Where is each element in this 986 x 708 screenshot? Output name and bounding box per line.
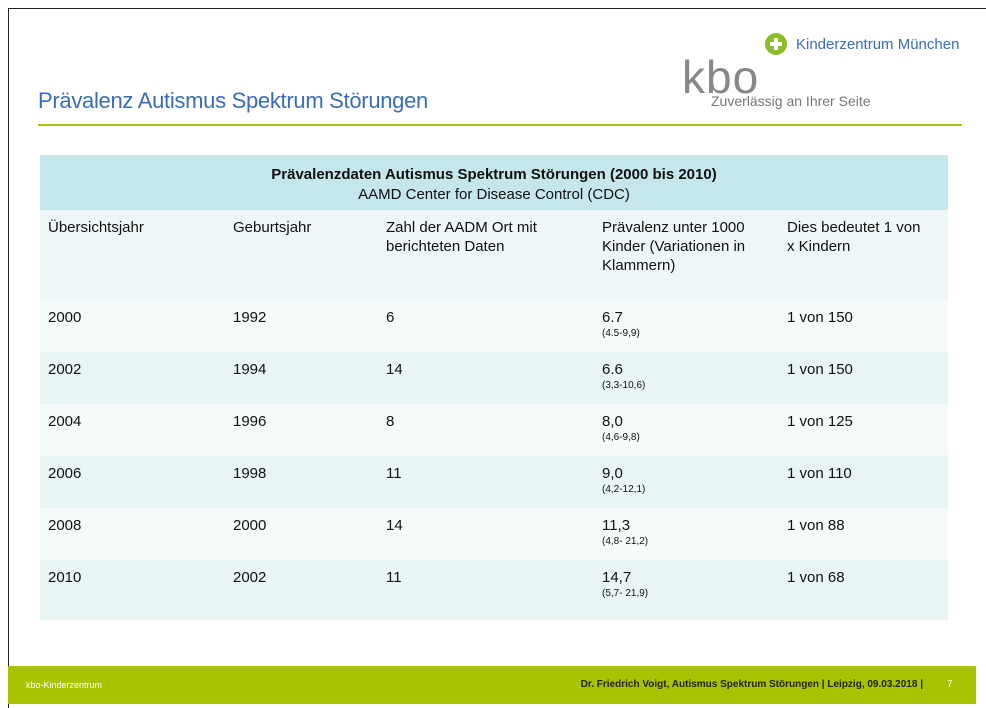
prevalence-range: (4.5-9,9): [602, 328, 640, 339]
header-row: Übersichtsjahr Geburtsjahr Zahl der AADM O…: [40, 210, 948, 300]
tagline: Zuverlässig an Ihrer Seite: [711, 93, 871, 109]
table-subtitle: AAMD Center for Disease Control (CDC): [358, 186, 630, 203]
prevalence-range: (4,2-12,1): [602, 484, 646, 495]
prevalence-range: (3,3-10,6): [602, 380, 646, 391]
prevalence-range: (4,8- 21,2): [602, 536, 649, 547]
cell: 9,0 (4,2-12,1): [594, 456, 779, 508]
footer-bar: [8, 666, 976, 704]
cell: 1992: [233, 309, 267, 326]
table-row: 2004 1996 8 8,0 (4,6-9,8) 1 von 125: [40, 404, 948, 456]
cell: 2000: [48, 309, 82, 326]
table-title: Prävalenzdaten Autismus Spektrum Störung…: [271, 166, 717, 183]
title-rule: [38, 124, 962, 126]
cell: 2008: [48, 517, 82, 534]
footer-left: kbo-Kinderzentrum: [26, 680, 103, 690]
cell: 6.6 (3,3-10,6): [594, 352, 779, 404]
cell: 11: [386, 569, 402, 586]
footer-right: Dr. Friedrich Voigt, Autismus Spektrum S…: [580, 679, 923, 690]
cell: 1 von 150: [787, 309, 853, 326]
prevalence-range: (4,6-9,8): [602, 432, 640, 443]
table-title-row: Prävalenzdaten Autismus Spektrum Störung…: [40, 155, 948, 210]
cell: 8: [386, 413, 395, 430]
table-row: 2010 2002 11 14,7 (5,7- 21,9) 1 von 68: [40, 560, 948, 620]
cell: 6.7 (4.5-9,9): [594, 300, 779, 352]
slide-title: Prävalenz Autismus Spektrum Störungen: [38, 88, 428, 113]
cell: 2002: [48, 361, 82, 378]
header-cell: Geburtsjahr: [233, 219, 312, 236]
cell: 2006: [48, 465, 82, 482]
cell: 1 von 125: [787, 413, 853, 430]
cell: 1994: [233, 361, 267, 378]
logo-plus: [765, 33, 787, 55]
plus-icon: [770, 38, 782, 50]
cell: 2000: [233, 517, 267, 534]
cell: 2004: [48, 413, 82, 430]
cell: 2010: [48, 569, 82, 586]
prevalence-value: 6.6: [602, 361, 623, 378]
cell: 1 von 110: [787, 465, 852, 482]
prevalence-value: 6.7: [602, 309, 623, 326]
cell: 8,0 (4,6-9,8): [594, 404, 779, 456]
header-cell: Zahl der AADM Ort mit berichteten Daten: [386, 219, 537, 255]
cell: 2002: [233, 569, 267, 586]
logo: kbo: [682, 51, 760, 103]
header-cell: Übersichtsjahr: [48, 219, 144, 236]
cell: 11,3 (4,8- 21,2): [594, 508, 779, 560]
table-row: 2002 1994 14 6.6 (3,3-10,6) 1 von 150: [40, 352, 948, 404]
prevalence-value: 8,0: [602, 413, 623, 430]
slide-frame: [8, 8, 986, 708]
table-row: 2000 1992 6 6.7 (4.5-9,9) 1 von 150: [40, 300, 948, 352]
prevalence-value: 11,3: [602, 517, 631, 534]
table-row: 2008 2000 14 11,3 (4,8- 21,2) 1 von 88: [40, 508, 948, 560]
table-row: 2006 1998 11 9,0 (4,2-12,1) 1 von 110: [40, 456, 948, 508]
cell: 14,7 (5,7- 21,9): [594, 560, 779, 620]
cell: 1 von 88: [787, 517, 845, 534]
prevalence-range: (5,7- 21,9): [602, 588, 649, 599]
cell: 1 von 68: [787, 569, 845, 586]
cell: 6: [386, 309, 395, 326]
page-number: 7: [947, 679, 953, 690]
table: Prävalenzdaten Autismus Spektrum Störung…: [40, 155, 948, 620]
cell: 14: [386, 517, 403, 534]
header-cell: Prävalenz unter 1000 Kinder (Variationen…: [602, 219, 746, 274]
prevalence-value: 14,7: [602, 569, 632, 586]
cell: 1 von 150: [787, 361, 853, 378]
cell: 1996: [233, 413, 267, 430]
cell: 11: [386, 465, 402, 482]
cell: 14: [386, 361, 403, 378]
header-cell: Dies bedeutet 1 von x Kindern: [787, 219, 921, 255]
prevalence-value: 9,0: [602, 465, 623, 482]
organization: Kinderzentrum München: [796, 36, 960, 53]
cell: 1998: [233, 465, 267, 482]
